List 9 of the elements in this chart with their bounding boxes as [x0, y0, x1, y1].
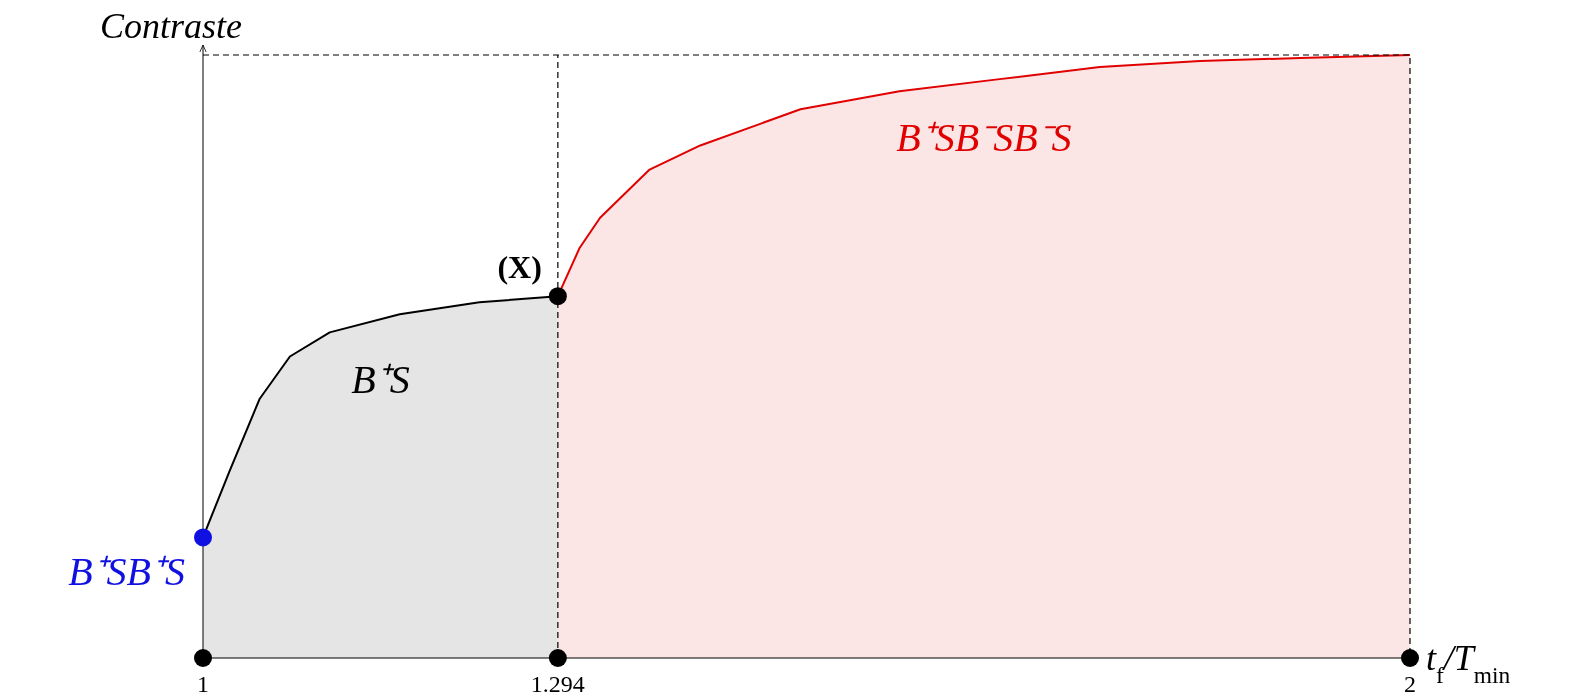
annotation: (X): [497, 249, 542, 286]
x-tick-label: 1: [197, 671, 209, 697]
series-label: B⁺SB⁻SB⁻S: [896, 115, 1072, 161]
x-tick-label: 1.294: [530, 671, 585, 697]
x-tick-label: 2: [1404, 671, 1416, 697]
series-label: B⁺S: [351, 356, 410, 402]
series-label: B⁺SB⁺S: [68, 549, 185, 595]
x-axis-title: t$_{f}$/T$_{min}$: [1426, 638, 1511, 688]
y-axis-title: Contraste: [100, 6, 243, 46]
